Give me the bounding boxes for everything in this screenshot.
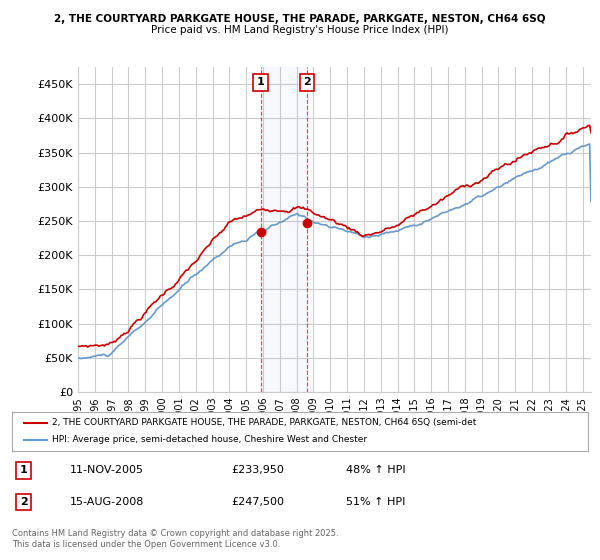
Bar bbox=[260, 67, 307, 392]
Text: Contains HM Land Registry data © Crown copyright and database right 2025.
This d: Contains HM Land Registry data © Crown c… bbox=[12, 529, 338, 549]
Text: £247,500: £247,500 bbox=[231, 497, 284, 507]
Text: 15-AUG-2008: 15-AUG-2008 bbox=[70, 497, 144, 507]
Text: 2: 2 bbox=[20, 497, 28, 507]
Text: £233,950: £233,950 bbox=[231, 465, 284, 475]
Text: 51% ↑ HPI: 51% ↑ HPI bbox=[346, 497, 406, 507]
Text: 1: 1 bbox=[20, 465, 28, 475]
Text: 11-NOV-2005: 11-NOV-2005 bbox=[70, 465, 143, 475]
Text: 2, THE COURTYARD PARKGATE HOUSE, THE PARADE, PARKGATE, NESTON, CH64 6SQ (semi-de: 2, THE COURTYARD PARKGATE HOUSE, THE PAR… bbox=[52, 418, 476, 427]
Text: 48% ↑ HPI: 48% ↑ HPI bbox=[346, 465, 406, 475]
Text: Price paid vs. HM Land Registry's House Price Index (HPI): Price paid vs. HM Land Registry's House … bbox=[151, 25, 449, 35]
Text: 2, THE COURTYARD PARKGATE HOUSE, THE PARADE, PARKGATE, NESTON, CH64 6SQ: 2, THE COURTYARD PARKGATE HOUSE, THE PAR… bbox=[54, 14, 546, 24]
Text: 2: 2 bbox=[303, 77, 311, 87]
Text: 1: 1 bbox=[257, 77, 265, 87]
Text: HPI: Average price, semi-detached house, Cheshire West and Chester: HPI: Average price, semi-detached house,… bbox=[52, 435, 367, 444]
